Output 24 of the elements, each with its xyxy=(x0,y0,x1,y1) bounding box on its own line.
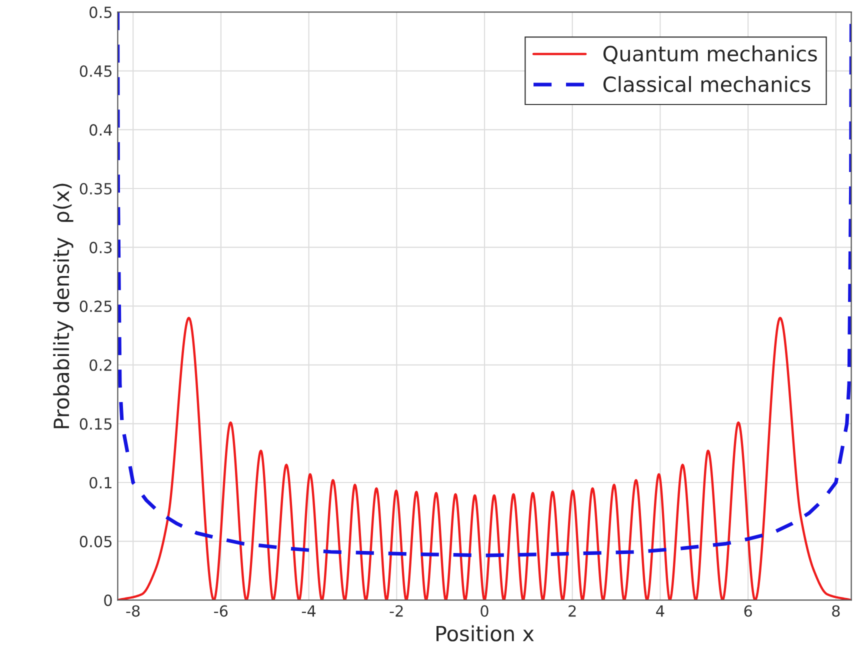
legend-label: Classical mechanics xyxy=(603,76,810,92)
legend-label: Quantum mechanics xyxy=(603,45,817,64)
x-tick-label: 2 xyxy=(568,605,576,617)
x-tick-label: -4 xyxy=(302,605,316,617)
x-tick-label: -8 xyxy=(126,605,140,617)
x-tick-label: 6 xyxy=(744,605,752,617)
y-tick-label: 0.45 xyxy=(80,65,112,77)
y-tick-label: 0.5 xyxy=(90,6,112,18)
x-tick-label: 0 xyxy=(480,605,488,617)
y-tick-label: 0.35 xyxy=(80,182,112,195)
y-tick-label: 0 xyxy=(104,594,112,606)
y-tick-label: 0.15 xyxy=(80,418,112,430)
x-tick-label: 8 xyxy=(832,605,840,617)
x-tick-label: -2 xyxy=(390,605,403,617)
x-tick-label: 4 xyxy=(656,605,664,617)
x-tick-label: -6 xyxy=(214,605,228,617)
y-tick-label: 0.25 xyxy=(80,300,112,312)
y-tick-label: 0.2 xyxy=(90,359,112,371)
y-tick-label: 0.4 xyxy=(90,124,112,136)
y-tick-label: 0.1 xyxy=(90,476,112,489)
x-axis-title: Position x xyxy=(436,625,534,642)
y-tick-label: 0.3 xyxy=(90,242,112,254)
y-tick-label: 0.05 xyxy=(80,536,112,548)
y-axis-title: Probability density ρ(x) xyxy=(53,184,74,428)
